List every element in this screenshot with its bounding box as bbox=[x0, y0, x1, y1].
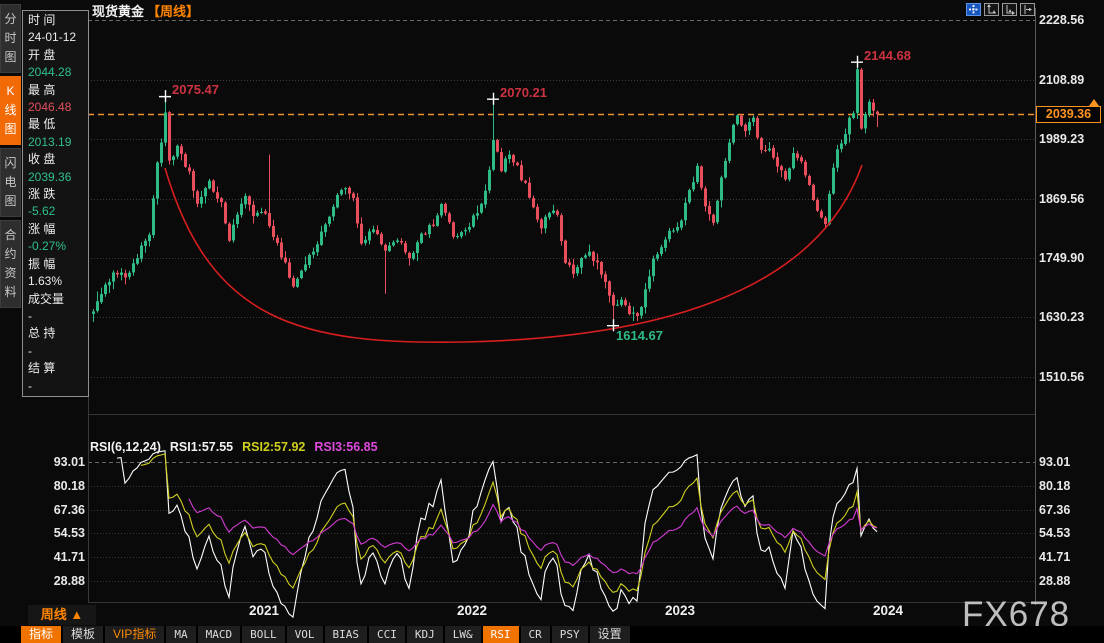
row-settlement-label: 结 算 bbox=[28, 361, 56, 376]
rsi-tick-right-3: 54.53 bbox=[1039, 526, 1071, 541]
row-change-label: 涨 跌 bbox=[28, 187, 56, 202]
row-amplitude-label: 振 幅 bbox=[28, 256, 56, 271]
price-up-arrow-icon bbox=[1089, 99, 1099, 107]
price-tick-3: 1869.56 bbox=[1039, 191, 1085, 206]
tab-rsi[interactable]: RSI bbox=[482, 626, 519, 643]
price-tick-4: 1749.90 bbox=[1039, 250, 1085, 265]
chart-toolbar bbox=[966, 3, 1035, 16]
tab-boll[interactable]: BOLL bbox=[242, 626, 285, 643]
indicator-tab-bar: 指标 模板 VIP指标 MA MACD BOLL VOL BIAS CCI KDJ LW& RSI CR… bbox=[0, 626, 1104, 643]
period-tag: 【周线】 bbox=[147, 4, 200, 19]
tab-kdj[interactable]: KDJ bbox=[406, 626, 443, 643]
annotation-2070.21: 2070.21 bbox=[500, 84, 547, 100]
x-axis-scale-icon[interactable] bbox=[1002, 3, 1017, 16]
tab-lw[interactable]: LW& bbox=[444, 626, 481, 643]
row-settlement-value: - bbox=[28, 378, 32, 393]
row-high-value: 2046.48 bbox=[28, 100, 72, 115]
price-tick-5: 1630.23 bbox=[1039, 310, 1085, 325]
row-volume-value: - bbox=[28, 308, 32, 323]
period-selector[interactable]: 周线 ▲ bbox=[28, 605, 96, 625]
rsi-tick-left-2: 67.36 bbox=[53, 502, 85, 517]
rsi-tick-left-5: 28.88 bbox=[53, 574, 85, 588]
row-open-label: 开 盘 bbox=[28, 47, 56, 62]
rsi-value-1: RSI1:57.55 bbox=[169, 440, 234, 454]
price-tick-0: 2228.56 bbox=[1039, 13, 1085, 27]
row-change-pct-label: 涨 幅 bbox=[28, 221, 56, 236]
tab-vip-indicators[interactable]: VIP指标 bbox=[105, 626, 165, 643]
tab-cci[interactable]: CCI bbox=[369, 626, 405, 643]
rsi-value-3: RSI3:56.85 bbox=[314, 440, 378, 454]
quote-data-panel: 时 间 24-01-12 开 盘 2044.28 最 高 2046.48 最 低 2013.1… bbox=[22, 10, 89, 397]
rsi-tick-left-0: 93.01 bbox=[53, 455, 85, 469]
tab-templates[interactable]: 模板 bbox=[63, 626, 104, 643]
row-volume-label: 成交量 bbox=[28, 291, 65, 306]
tab-indicators[interactable]: 指标 bbox=[21, 626, 62, 643]
tab-vol[interactable]: VOL bbox=[286, 626, 323, 643]
last-price-badge: 2039.36 bbox=[1036, 106, 1101, 124]
price-tick-1: 2108.89 bbox=[1039, 72, 1085, 87]
tab-cr[interactable]: CR bbox=[520, 626, 550, 643]
rsi-value-2: RSI2:57.92 bbox=[242, 440, 306, 454]
rsi-formula: RSI(6,12,24) bbox=[90, 440, 161, 454]
year-label-2022: 2022 bbox=[457, 603, 488, 618]
row-open-interest-label: 总 持 bbox=[28, 326, 56, 341]
row-low-label: 最 低 bbox=[28, 117, 56, 132]
rsi-tick-right-2: 67.36 bbox=[1039, 502, 1071, 517]
rsi-tick-left-1: 80.18 bbox=[53, 478, 85, 493]
chart-title: 现货黄金 【周线】 bbox=[92, 1, 199, 20]
tab-flash-chart[interactable]: 闪电图 bbox=[0, 148, 21, 217]
row-amplitude-value: 1.63% bbox=[28, 274, 63, 289]
rsi-tick-right-0: 93.01 bbox=[1039, 455, 1071, 469]
row-high-label: 最 高 bbox=[28, 82, 56, 97]
tab-settings[interactable]: 设置 bbox=[589, 626, 630, 643]
row-time-value: 24-01-12 bbox=[28, 30, 77, 45]
annotation-2075.47: 2075.47 bbox=[172, 82, 219, 98]
y-axis-scale-icon[interactable] bbox=[984, 3, 999, 16]
year-label-2024: 2024 bbox=[873, 603, 904, 618]
symbol-name: 现货黄金 bbox=[92, 4, 145, 19]
row-time-label: 时 间 bbox=[28, 13, 56, 27]
rsi-tick-left-4: 41.71 bbox=[53, 550, 85, 565]
tab-bias[interactable]: BIAS bbox=[324, 626, 367, 643]
row-close-value: 2039.36 bbox=[28, 169, 72, 184]
tab-contract-info[interactable]: 合约资料 bbox=[0, 220, 21, 308]
row-low-value: 2013.19 bbox=[28, 134, 72, 149]
annotation-2144.68: 2144.68 bbox=[864, 47, 911, 63]
year-label-2021: 2021 bbox=[249, 603, 280, 618]
rsi-tick-right-1: 80.18 bbox=[1039, 478, 1071, 493]
year-label-2023: 2023 bbox=[665, 603, 696, 618]
row-open-value: 2044.28 bbox=[28, 65, 72, 80]
tab-time-chart[interactable]: 分时图 bbox=[0, 4, 21, 73]
rsi-tick-right-5: 28.88 bbox=[1039, 574, 1071, 588]
shift-right-icon[interactable] bbox=[1020, 3, 1035, 16]
chevron-up-icon: ▲ bbox=[70, 607, 84, 622]
row-change-value: -5.62 bbox=[28, 204, 56, 219]
rsi-tick-right-4: 41.71 bbox=[1039, 550, 1071, 565]
tab-ma[interactable]: MA bbox=[166, 626, 196, 643]
price-tick-6: 1510.56 bbox=[1039, 370, 1085, 384]
annotation-1614.67: 1614.67 bbox=[616, 328, 663, 344]
rsi-tick-left-3: 54.53 bbox=[53, 526, 85, 541]
tab-macd[interactable]: MACD bbox=[197, 626, 241, 643]
row-change-pct-value: -0.27% bbox=[28, 239, 67, 254]
price-tick-2: 1989.23 bbox=[1039, 131, 1085, 146]
rsi-indicator-header: RSI(6,12,24) RSI1:57.55 RSI2:57.92 RSI3:56.… bbox=[90, 440, 396, 454]
row-close-label: 收 盘 bbox=[28, 152, 56, 167]
crosshair-icon[interactable] bbox=[966, 3, 981, 16]
tab-psy[interactable]: PSY bbox=[551, 626, 588, 643]
row-open-interest-value: - bbox=[28, 343, 32, 358]
